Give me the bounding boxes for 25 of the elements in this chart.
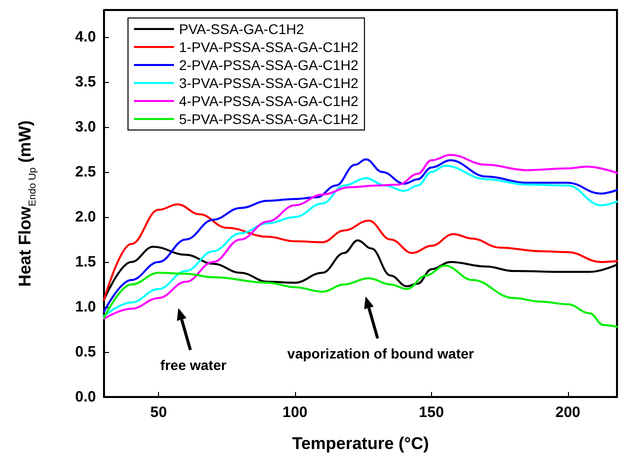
y-tick-label: 0.5 [75, 344, 96, 360]
x-axis-title: Temperature (°C) [292, 434, 429, 453]
y-tick-label: 3.5 [75, 74, 96, 90]
y-tick-label: 1.0 [75, 298, 96, 316]
legend-label: 4-PVA-PSSA-SSA-GA-C1H2 [179, 93, 359, 109]
y-axis-title: Heat FlowEndo Up (mW) [16, 120, 38, 287]
x-tick-label: 200 [555, 404, 580, 421]
y-tick-label: 2.0 [75, 208, 96, 226]
legend-label: 5-PVA-PSSA-SSA-GA-C1H2 [179, 111, 359, 127]
y-tick-label: 3.0 [75, 118, 96, 136]
y-tick-label: 2.5 [75, 164, 96, 180]
x-tick-label: 100 [282, 404, 308, 421]
line-series [103, 203, 618, 301]
x-tick-label: 50 [150, 404, 167, 421]
legend-label: 2-PVA-PSSA-SSA-GA-C1H2 [179, 57, 359, 73]
annotation: vaporization of bound water [287, 345, 475, 362]
y-tick-label: 4.0 [75, 28, 96, 46]
annotation: free water [160, 356, 228, 373]
y-tick-label: 1.5 [75, 254, 96, 270]
legend-label: PVA-SSA-GA-C1H2 [179, 21, 304, 37]
line-series [103, 264, 618, 328]
legend-label: 3-PVA-PSSA-SSA-GA-C1H2 [179, 75, 359, 91]
x-tick-label: 150 [418, 404, 444, 421]
legend-label: 1-PVA-PSSA-SSA-GA-C1H2 [179, 39, 359, 55]
y-tick-label: 0.0 [75, 388, 96, 406]
